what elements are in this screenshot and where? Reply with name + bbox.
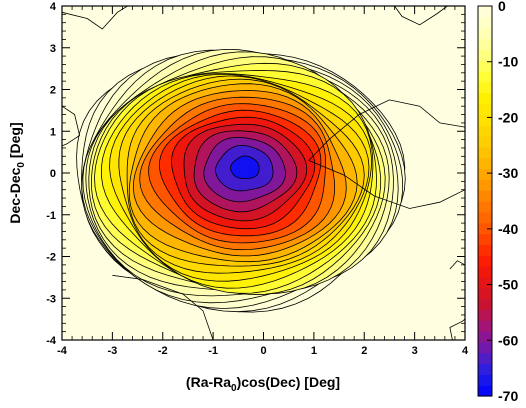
y-tick-label: -2 (46, 252, 56, 264)
y-tick-label: -3 (46, 293, 56, 305)
colorbar-segment (478, 16, 492, 29)
colorbar-frame (477, 5, 493, 397)
colorbar-segment (478, 287, 492, 300)
x-tick-label: -4 (57, 345, 68, 357)
contour-line (112, 274, 214, 340)
colorbar-segment (478, 71, 492, 83)
y-tick-label: -1 (46, 210, 56, 222)
x-axis-title: (Ra-Ra0)cos(Dec) [Deg] (186, 374, 340, 394)
contour-line (308, 160, 465, 209)
colorbar-tick-label: -20 (498, 109, 518, 125)
colorbar-segment (478, 211, 492, 224)
colorbar-segment (478, 60, 492, 72)
contour-line (449, 318, 465, 340)
contour-line (449, 260, 465, 270)
contour-level (230, 155, 260, 179)
colorbar-tick-label: -30 (498, 165, 518, 181)
plot-area: -4 -3 -2 -1 0 1 2 3 4 -4 -3 -2 -1 0 1 2 3 4 (46, 1, 469, 357)
x-tick-label: -3 (107, 345, 117, 357)
colorbar-segment (478, 103, 492, 115)
x-tick-label: -1 (208, 345, 218, 357)
colorbar-segment (478, 222, 492, 235)
colorbar-segment (478, 92, 492, 105)
contour-line (394, 6, 448, 26)
colorbar-segment (478, 374, 492, 386)
x-tick-label: 2 (361, 345, 367, 357)
colorbar-tick-label: -70 (498, 388, 518, 404)
colorbar-segment (478, 276, 492, 289)
x-tick-label: 3 (412, 345, 418, 357)
x-tick-label: 4 (462, 345, 469, 357)
y-tick-label: 3 (50, 43, 56, 55)
y-tick-label: -4 (46, 335, 57, 347)
x-axis: -4 -3 -2 -1 0 1 2 3 4 (57, 6, 469, 357)
x-tick-label: -2 (158, 345, 168, 357)
contour-line (62, 105, 81, 147)
colorbar-segment (478, 385, 492, 397)
colorbar: 0 -10 -20 -30 -40 -50 -60 -70 (477, 0, 518, 404)
colorbar-segment (478, 309, 492, 321)
y-tick-label: 2 (50, 85, 56, 97)
colorbar-segment (478, 179, 492, 191)
contour-layer (76, 48, 406, 313)
edge-contour-features (62, 6, 465, 340)
colorbar-segment (478, 201, 492, 213)
colorbar-segment (478, 341, 492, 354)
colorbar-tick-label: -50 (498, 277, 518, 293)
colorbar-segment (478, 136, 492, 148)
colorbar-segment (478, 233, 492, 245)
colorbar-segment (478, 168, 492, 180)
colorbar-segment (478, 298, 492, 310)
y-tick-label: 4 (50, 1, 57, 13)
colorbar-tick-label: -60 (498, 332, 518, 348)
colorbar-segment (478, 266, 492, 278)
y-axis: -4 -3 -2 -1 0 1 2 3 4 (46, 1, 465, 347)
colorbar-segment (478, 331, 492, 343)
colorbar-segment (478, 27, 492, 40)
colorbar-tick-label: -10 (498, 54, 518, 70)
colorbar-segment (478, 146, 492, 159)
colorbar-tick-label: 0 (498, 0, 506, 14)
colorbar-segment (478, 6, 492, 18)
contour-line (308, 99, 465, 161)
colorbar-segment (478, 244, 492, 256)
colorbar-segment (478, 38, 492, 50)
x-tick-label: 0 (260, 345, 266, 357)
colorbar-segment (478, 114, 492, 126)
y-tick-label: 1 (50, 126, 56, 138)
colorbar-tick-label: -40 (498, 221, 518, 237)
x-tick-label: 1 (311, 345, 317, 357)
colorbar-segment (478, 320, 492, 332)
colorbar-segment (478, 352, 492, 365)
colorbar-segment (478, 255, 492, 267)
colorbar-segment (478, 363, 492, 375)
colorbar-segment (478, 125, 492, 137)
y-axis-title: Dec-Dec0 [Deg] (7, 122, 27, 223)
contour-line (62, 6, 128, 30)
y-tick-label: 0 (50, 168, 56, 180)
colorbar-segment (478, 190, 492, 202)
colorbar-segment (478, 49, 492, 61)
colorbar-segment (478, 157, 492, 170)
colorbar-segment (478, 81, 492, 94)
